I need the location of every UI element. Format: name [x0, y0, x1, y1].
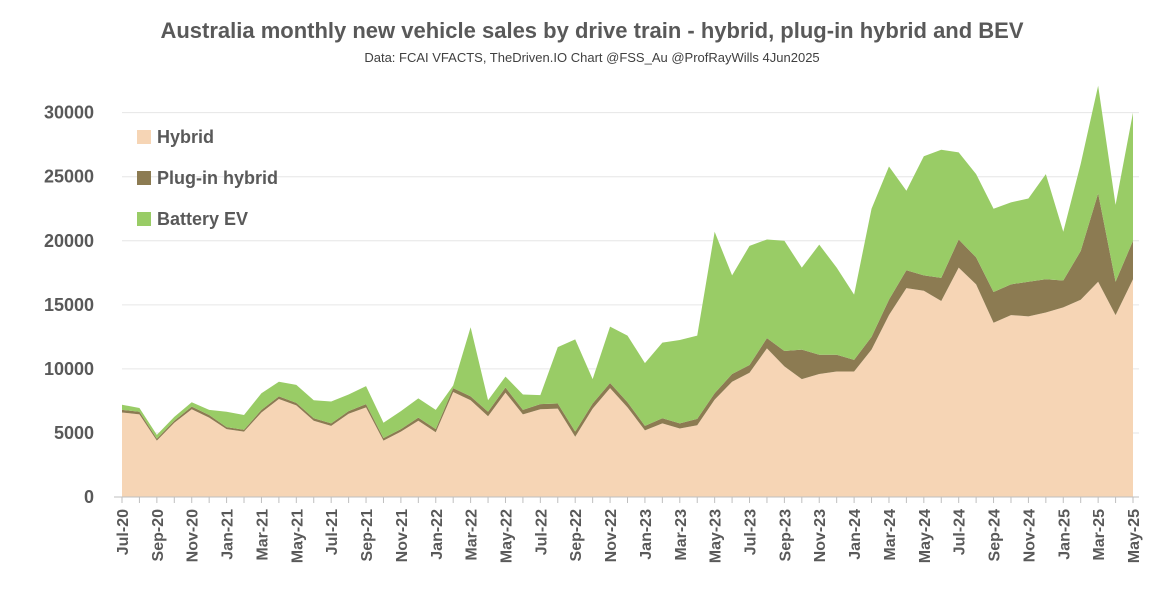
x-tick-label: Jan-23: [638, 509, 655, 560]
y-tick-label: 15000: [44, 295, 94, 315]
x-tick-label: Jan-21: [220, 509, 237, 560]
x-tick-label: Jul-20: [115, 509, 132, 555]
x-tick-label: May-21: [289, 509, 306, 563]
x-tick-label: Jan-25: [1056, 509, 1073, 560]
x-tick-label: Sep-23: [777, 509, 794, 562]
x-tick-label: Sep-20: [150, 509, 167, 562]
series-areas: [122, 85, 1133, 497]
chart-title: Australia monthly new vehicle sales by d…: [160, 18, 1024, 43]
x-tick-label: Nov-23: [812, 509, 829, 562]
x-tick-label: Jul-22: [533, 509, 550, 555]
legend-label: Battery EV: [157, 209, 248, 229]
x-tick-label: Mar-21: [254, 509, 271, 561]
chart-subtitle: Data: FCAI VFACTS, TheDriven.IO Chart @F…: [364, 50, 820, 65]
y-tick-label: 20000: [44, 231, 94, 251]
x-tick-label: Mar-23: [673, 509, 690, 561]
x-tick-label: Nov-22: [603, 509, 620, 562]
area-hybrid: [122, 267, 1133, 497]
y-tick-label: 25000: [44, 167, 94, 187]
x-tick-label: May-23: [708, 509, 725, 563]
x-tick-label: Jul-24: [952, 509, 969, 555]
y-tick-label: 10000: [44, 359, 94, 379]
x-tick-label: May-22: [498, 509, 515, 563]
x-axis: Jul-20 Sep-20 Nov-20 Jan-21 Mar-21 May-21 Jul-…: [114, 496, 1143, 563]
x-tick-label: May-25: [1126, 509, 1143, 563]
x-tick-label: Nov-20: [185, 509, 202, 562]
x-tick-label: May-24: [917, 509, 934, 563]
y-tick-label: 30000: [44, 103, 94, 123]
legend: Hybrid Plug-in hybrid Battery EV: [137, 127, 278, 229]
area-battery-ev: [122, 85, 1133, 439]
x-tick-label: Nov-21: [394, 509, 411, 562]
x-tick-label: Mar-25: [1091, 509, 1108, 561]
legend-item-battery-ev: Battery EV: [137, 209, 248, 229]
y-tick-label: 5000: [54, 423, 94, 443]
legend-item-plug-in-hybrid: Plug-in hybrid: [137, 168, 278, 188]
x-tick-label: Jul-23: [743, 509, 760, 555]
x-tick-label: Jul-21: [324, 509, 341, 555]
x-tick-label: Sep-24: [987, 509, 1004, 562]
y-axis: 0 5000 10000 15000 20000 25000 30000: [44, 103, 94, 507]
legend-item-hybrid: Hybrid: [137, 127, 214, 147]
y-tick-label: 0: [84, 487, 94, 507]
x-tick-label: Nov-24: [1021, 509, 1038, 562]
legend-label: Plug-in hybrid: [157, 168, 278, 188]
legend-swatch: [137, 130, 151, 144]
x-tick-label: Sep-21: [359, 509, 376, 562]
x-tick-label: Jan-22: [429, 509, 446, 560]
x-tick-label: Mar-22: [464, 509, 481, 561]
legend-swatch: [137, 171, 151, 185]
x-tick-label: Mar-24: [882, 509, 899, 561]
legend-swatch: [137, 212, 151, 226]
x-tick-label: Sep-22: [568, 509, 585, 562]
legend-label: Hybrid: [157, 127, 214, 147]
x-tick-label: Jan-24: [847, 509, 864, 560]
